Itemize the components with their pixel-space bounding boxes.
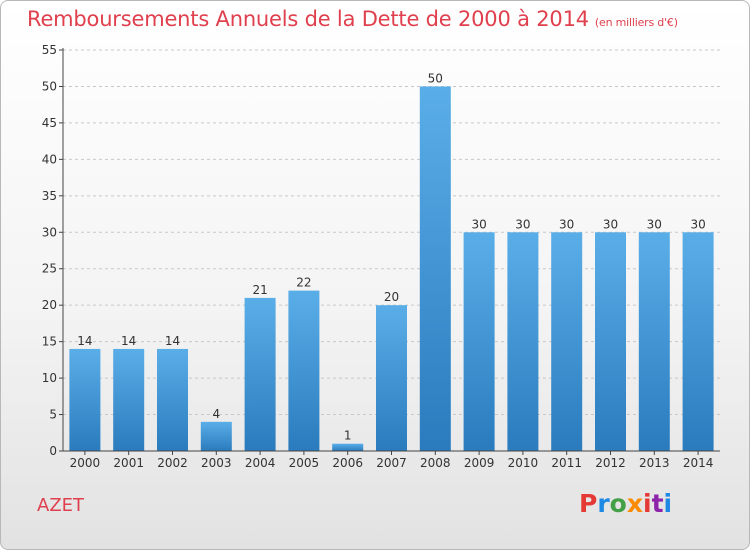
bar-value-label: 30 [647,217,662,231]
bar-value-label: 21 [252,283,267,297]
bar-value-label: 30 [603,217,618,231]
y-tick-label: 45 [42,116,57,130]
bar [682,232,714,451]
chart-title-text: Remboursements Annuels de la Dette de 20… [27,7,589,31]
y-tick-label: 35 [42,189,57,203]
bar [288,290,320,451]
bar-value-label: 14 [77,334,92,348]
bar [376,305,407,451]
x-tick-label: 2003 [201,456,232,470]
bar-value-label: 20 [384,290,399,304]
y-tick-label: 40 [42,152,57,166]
logo-letter: i [663,489,673,518]
logo-letter: t [651,489,664,518]
bars [69,86,714,452]
x-tick-label: 2002 [157,456,188,470]
logo-letter: x [626,489,643,518]
logo-letter: P [579,489,598,518]
y-tick-label: 0 [49,444,57,458]
bar [419,86,451,452]
bar [595,232,626,451]
y-tick-label: 5 [49,408,57,422]
bar-value-label: 30 [471,217,486,231]
x-tick-label: 2013 [639,456,670,470]
y-tick-label: 30 [42,225,57,239]
y-tick-label: 10 [42,371,57,385]
x-tick-label: 2012 [595,456,626,470]
bar-value-label: 1 [344,429,352,443]
logo-letter: i [643,489,652,518]
bar [332,443,364,451]
x-tick-label: 2001 [113,456,144,470]
bar [507,232,539,451]
y-tick-label: 20 [42,298,57,312]
x-tick-label: 2005 [289,456,320,470]
y-tick-label: 25 [42,262,57,276]
y-tick-label: 15 [42,335,57,349]
x-tick-label: 2010 [508,456,539,470]
bar [69,348,101,451]
bar [551,232,583,451]
bar-value-label: 4 [212,407,220,421]
bar-value-label: 30 [690,217,705,231]
bar [463,232,495,451]
logo-letter: o [609,489,627,518]
x-tick-label: 2007 [376,456,407,470]
bar-value-label: 30 [515,217,530,231]
x-tick-label: 2000 [70,456,101,470]
x-tick-label: 2011 [551,456,582,470]
x-tick-label: 2004 [245,456,276,470]
bar-value-label: 50 [428,71,443,85]
bar [244,297,276,451]
axes [59,48,720,455]
y-tick-label: 50 [42,79,57,93]
bar [113,348,145,451]
x-tick-label: 2008 [420,456,451,470]
logo-letter: r [597,489,610,518]
bar-value-label: 14 [121,334,136,348]
bar [157,348,188,451]
bar-value-label: 30 [559,217,574,231]
y-tick-label: 55 [42,43,57,57]
bar [200,421,232,451]
x-tick-label: 2006 [332,456,363,470]
x-tick-label: 2009 [464,456,495,470]
bar-value-label: 22 [296,276,311,290]
commune-name: AZET [37,495,85,516]
chart-title: Remboursements Annuels de la Dette de 20… [27,7,678,31]
labels: 0510152025303540455055142000142001142002… [42,43,714,470]
bar [638,232,670,451]
chart-subtitle: (en milliers d'€) [594,16,678,29]
bar-value-label: 14 [165,334,180,348]
x-tick-label: 2014 [683,456,714,470]
proxiti-logo[interactable]: Proxiti [579,489,672,518]
